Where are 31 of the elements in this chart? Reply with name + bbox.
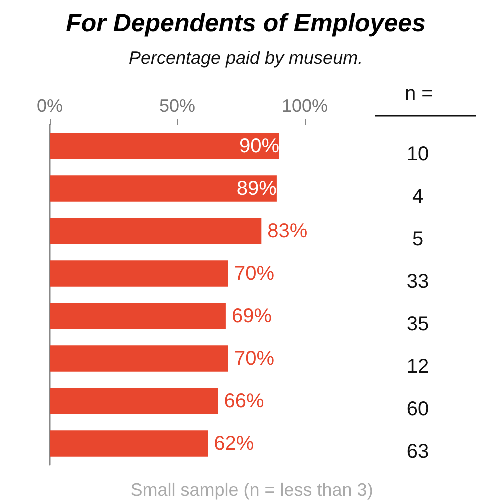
text: 12 — [406, 356, 430, 378]
text: 33 — [406, 270, 430, 293]
text: n = — [405, 83, 434, 105]
bar — [50, 176, 277, 202]
chart-title: For Dependents of Employees — [66, 10, 426, 38]
data-label: 70% — [234, 348, 275, 370]
data-label: 70% — [234, 262, 275, 285]
text: 10 — [406, 143, 430, 166]
bar — [50, 218, 262, 244]
bar — [50, 346, 228, 372]
text: 63 — [406, 440, 430, 463]
text: 4 — [412, 186, 424, 208]
x-tick-label: 0% — [36, 96, 64, 116]
data-label: 83% — [268, 220, 308, 242]
data-label: 69% — [232, 305, 272, 328]
text: 5 — [412, 228, 424, 250]
text: 35 — [406, 313, 430, 336]
text: 60 — [406, 398, 430, 420]
data-label: 90% — [239, 135, 280, 158]
data-label: 62% — [214, 432, 254, 455]
x-tick-label: 50% — [159, 96, 196, 116]
bar — [50, 430, 208, 457]
text: Small sample (n = less than 3) — [130, 480, 374, 500]
data-label: 66% — [224, 390, 265, 412]
x-tick-label: 100% — [282, 96, 328, 116]
bar — [50, 388, 218, 414]
bar — [50, 303, 226, 330]
bar — [50, 133, 280, 160]
bar — [50, 260, 228, 287]
chart-subtitle: Percentage paid by museum. — [128, 48, 364, 68]
data-label: 89% — [236, 178, 278, 200]
